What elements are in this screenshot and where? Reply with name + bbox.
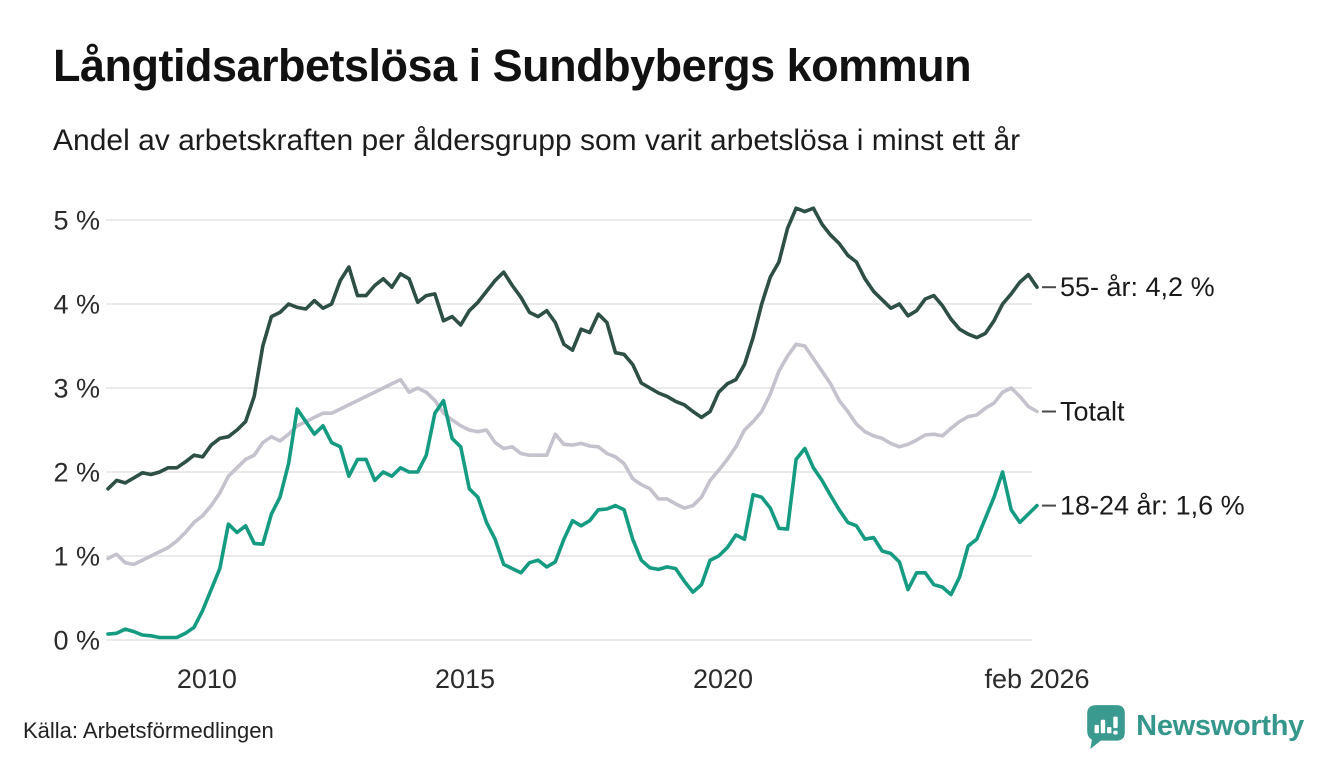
x-tick-label: 2015 <box>435 664 495 694</box>
page-title: Långtidsarbetslösa i Sundbybergs kommun <box>53 40 972 91</box>
brand-name: Newsworthy <box>1136 710 1304 742</box>
series-line-55-r <box>106 206 1039 491</box>
newsworthy-icon <box>1085 703 1127 750</box>
x-tick-label: 2020 <box>693 664 753 694</box>
source-note: Källa: Arbetsförmedlingen <box>23 718 274 743</box>
y-tick-label: 3 % <box>53 374 100 404</box>
y-tick-label: 2 % <box>53 458 100 488</box>
series-end-label-totalt: Totalt <box>1060 397 1125 427</box>
y-tick-label: 4 % <box>53 290 100 320</box>
series-line-18-24-r <box>106 398 1039 640</box>
x-tick-label: 2010 <box>177 664 237 694</box>
chart-svg: 0 % 1 % 2 % 3 % 4 % 5 % 2010 2015 2020 feb 2026 To… <box>53 206 1245 695</box>
brand-logo: Newsworthy <box>1085 703 1304 750</box>
series-end-label-55-r: 55- år: 4,2 % <box>1060 272 1215 302</box>
y-tick-label: 5 % <box>53 206 100 236</box>
series-line-totalt <box>106 342 1039 567</box>
y-tick-label: 0 % <box>53 626 100 656</box>
y-tick-label: 1 % <box>53 542 100 572</box>
series-end-label-18-24-r: 18-24 år: 1,6 % <box>1060 491 1245 521</box>
page-subtitle: Andel av arbetskraften per åldersgrupp s… <box>53 124 1021 157</box>
x-tick-label: feb 2026 <box>984 664 1089 694</box>
